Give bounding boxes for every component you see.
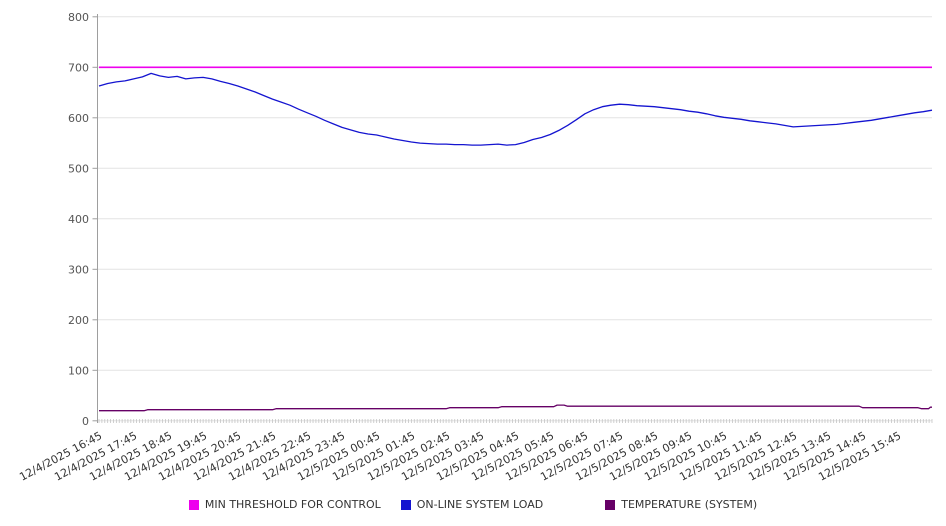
legend-label: TEMPERATURE (SYSTEM)	[621, 498, 758, 511]
y-axis-label: 400	[68, 213, 89, 226]
legend-item-temperature-system: TEMPERATURE (SYSTEM)	[605, 498, 757, 511]
y-axis-label: 200	[68, 314, 89, 327]
legend-label: MIN THRESHOLD FOR CONTROL	[204, 498, 381, 511]
legend-swatch	[188, 499, 199, 510]
y-axis-label: 800	[68, 11, 89, 24]
legend-item-online-system-load: ON-LINE SYSTEM LOAD	[400, 498, 544, 511]
series-line-on-line-system-load	[98, 72, 933, 146]
series-line-temperature-system-	[99, 404, 932, 412]
x-axis-labels: 12/4/2025 16:45 12/4/2025 17:45 12/4/2025 …	[0, 429, 946, 498]
y-axis-label: 600	[68, 112, 89, 125]
y-axis-label: 0	[82, 415, 89, 428]
y-axis-label: 300	[68, 263, 89, 276]
chart-canvas: 0 100 200 300 400 500 600 700 800	[68, 11, 933, 428]
y-axis-label: 500	[68, 162, 89, 175]
y-axis-label: 100	[68, 364, 89, 377]
y-axis-label: 700	[68, 61, 89, 74]
legend-item-min-threshold: MIN THRESHOLD FOR CONTROL	[188, 498, 381, 511]
legend-swatch	[605, 499, 616, 510]
chart-area: 0 100 200 300 400 500 600 700 800	[68, 11, 933, 428]
chart-legend: MIN THRESHOLD FOR CONTROL ON-LINE SYSTEM…	[0, 498, 946, 511]
legend-swatch	[400, 499, 411, 510]
legend-label: ON-LINE SYSTEM LOAD	[416, 498, 544, 511]
